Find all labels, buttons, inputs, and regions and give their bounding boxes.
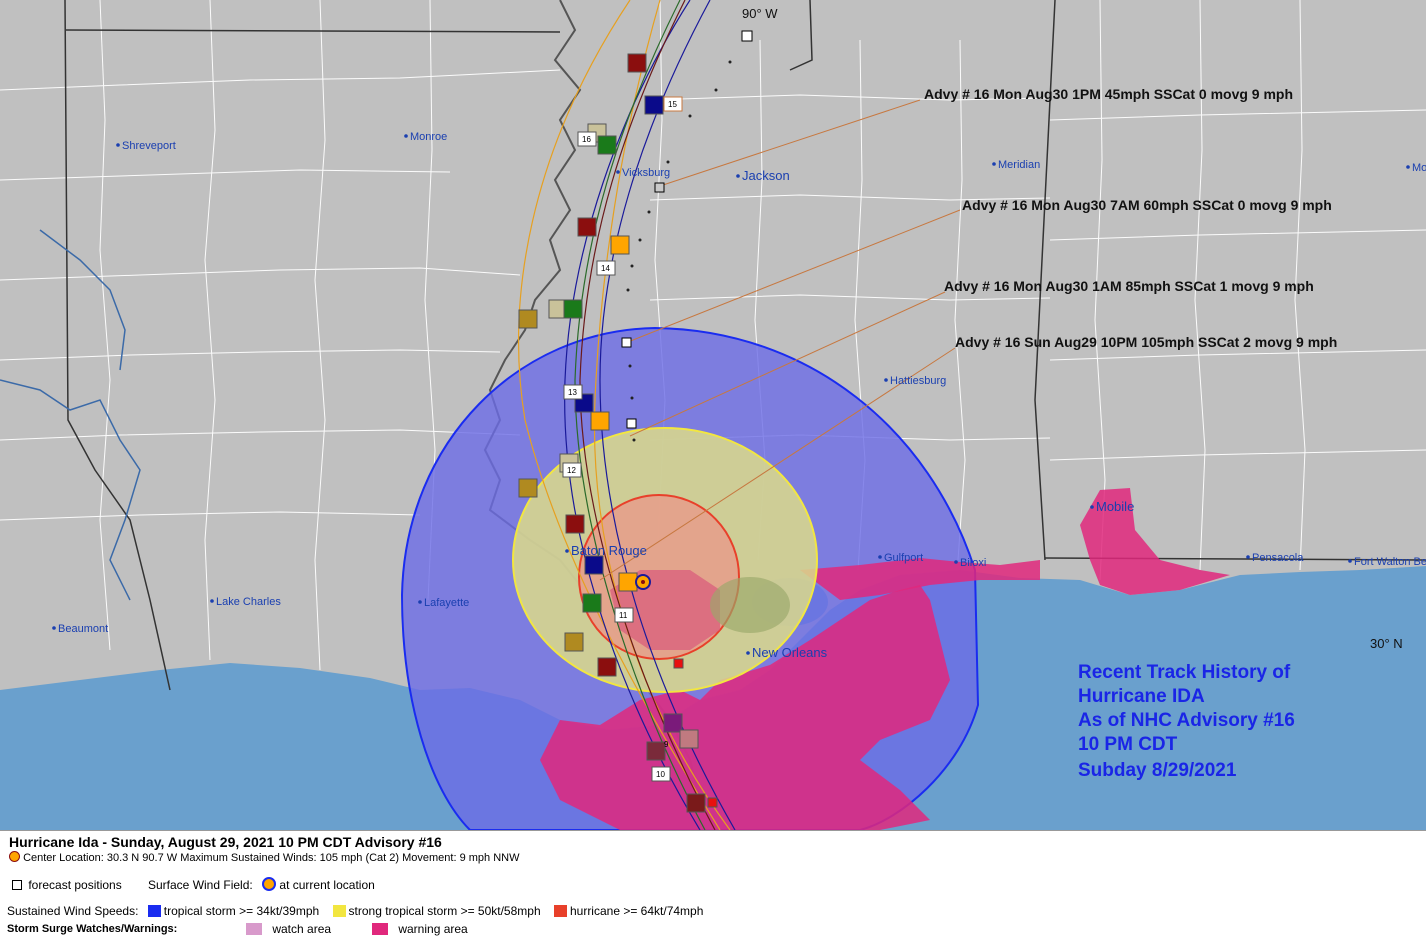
history-title-line-1: Recent Track History of [1078,662,1291,683]
hu-swatch [553,905,567,917]
city-dot-icon [878,555,882,559]
latitude-label: 30° N [1370,636,1403,651]
watch-swatch [246,923,262,935]
legend-surge-label: Storm Surge Watches/Warnings: [7,923,178,935]
track-label-9: 9 [664,740,669,749]
city-dot-icon [1348,559,1352,563]
history-title-line-3: As of NHC Advisory #16 [1078,710,1295,731]
city-label-lafayette: Lafayette [424,597,469,609]
legend-center-line: Center Location: 30.3 N 90.7 W Maximum S… [9,851,520,864]
city-labels: Shreveport Monroe Vicksburg Jackson Meridian… [52,131,1426,660]
advisory-label-1am: Advy # 16 Mon Aug30 1AM 85mph SSCat 1 mo… [944,278,1314,294]
city-label-beaumont: Beaumont [58,623,108,635]
city-dot-icon [616,170,620,174]
ts-label: tropical storm >= 34kt/39mph [163,904,320,918]
city-dot-icon [52,626,56,630]
city-label-vicksburg: Vicksburg [622,167,670,179]
hu-label: hurricane >= 64kt/74mph [569,904,704,918]
history-title-line-4: 10 PM CDT [1078,734,1178,755]
legend-forecast-positions: forecast positions [12,878,122,892]
history-title-line-5: Subday 8/29/2021 [1078,760,1237,781]
forecast-square-icon [12,880,22,890]
track-number-tags: 15 16 14 13 12 11 10 9 [562,96,683,782]
history-title-line-2: Hurricane IDA [1078,686,1205,707]
surface-wind-label: Surface Wind Field: [148,878,253,892]
city-label-mo: Mo [1412,162,1426,174]
city-dot-icon [418,600,422,604]
forecast-tracks [518,0,736,830]
sts-swatch [332,905,346,917]
legend-surface-wind: Surface Wind Field: at current location [148,877,375,892]
wind-field [400,326,1230,830]
track-label-11: 11 [619,611,628,620]
legend-warning: warning area [372,922,468,936]
sts-label: strong tropical storm >= 50kt/58mph [348,904,541,918]
city-label-mobile: Mobile [1096,499,1134,514]
center-location-text: Center Location: 30.3 N 90.7 W Maximum S… [23,852,520,864]
track-label-15: 15 [668,100,677,109]
city-dot-icon [746,651,750,655]
city-label-pensacola: Pensacola [1252,552,1304,564]
city-label-fort-walton-be: Fort Walton Be [1354,556,1426,568]
advisory-label-10pm: Advy # 16 Sun Aug29 10PM 105mph SSCat 2 … [955,334,1337,350]
wind-field-icon [262,877,277,891]
warning-label: warning area [398,922,468,936]
advisory-label-7am: Advy # 16 Mon Aug30 7AM 60mph SSCat 0 mo… [962,197,1332,213]
watch-label: watch area [272,922,332,936]
city-label-monroe: Monroe [410,131,447,143]
city-dot-icon [884,378,888,382]
city-label-jackson: Jackson [742,168,790,183]
ts-swatch [147,905,161,917]
city-label-biloxi: Biloxi [960,557,986,569]
city-label-gulfport: Gulfport [884,552,923,564]
advisory-label-1pm: Advy # 16 Mon Aug30 1PM 45mph SSCat 0 mo… [924,86,1293,102]
city-dot-icon [736,174,740,178]
warning-swatch [372,923,388,935]
river-west [0,379,141,601]
city-dot-icon [1090,505,1094,509]
legend-watch: watch area [246,922,331,936]
sustained-label: Sustained Wind Speeds: [7,904,139,918]
city-dot-icon [116,143,120,147]
city-dot-icon [992,162,996,166]
city-label-meridian: Meridian [998,159,1040,171]
city-dot-icon [565,549,569,553]
city-dot-icon [210,599,214,603]
city-label-lake-charles: Lake Charles [216,596,281,608]
river-north [39,229,126,371]
legend-wind-speeds: Sustained Wind Speeds: tropical storm >=… [7,904,703,918]
advisory-leader-lines [599,99,961,581]
track-label-14: 14 [601,264,610,273]
track-label-12: 12 [567,466,576,475]
track-label-16: 16 [582,135,591,144]
hurricane-center-icon [635,574,651,590]
state-boundaries [64,0,1426,691]
center-icon [9,851,20,862]
forecast-positions-label: forecast positions [28,878,122,892]
city-label-hattiesburg: Hattiesburg [890,375,946,387]
city-dot-icon [954,560,958,564]
city-dot-icon [1406,165,1410,169]
track-label-13: 13 [568,388,577,397]
city-label-new-orleans: New Orleans [752,645,828,660]
city-label-shreveport: Shreveport [122,140,176,152]
city-dot-icon [1246,555,1250,559]
longitude-label: 90° W [742,6,778,21]
track-dots [626,60,732,442]
current-location-label: at current location [279,878,375,892]
city-label-baton-rouge: Baton Rouge [571,543,647,558]
city-dot-icon [404,134,408,138]
legend-title: Hurricane Ida - Sunday, August 29, 2021 … [9,834,442,850]
hurricane-map[interactable]: 15 16 14 13 12 11 10 9 90° W 30° N Shrev… [0,0,1426,830]
track-markers [518,30,753,813]
map-legend: Hurricane Ida - Sunday, August 29, 2021 … [0,830,1426,941]
county-boundaries [0,0,1426,671]
track-label-10: 10 [656,770,665,779]
